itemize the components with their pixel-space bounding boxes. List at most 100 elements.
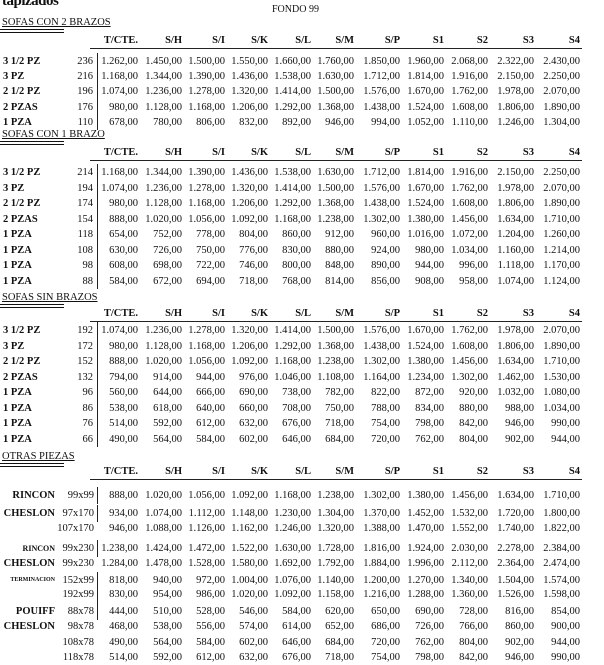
row-size: 132 <box>77 371 93 383</box>
price-cell: 842,00 <box>459 418 488 429</box>
price-cell: 2.068,00 <box>451 56 488 67</box>
price-cell: 1.344,00 <box>145 71 182 82</box>
price-cell: 1.236,00 <box>145 325 182 336</box>
price-cell: 1.126,00 <box>188 523 225 534</box>
row-label: RINCON <box>12 490 55 501</box>
column-header: S/I <box>212 308 225 319</box>
price-cell: 1.340,00 <box>451 575 488 586</box>
price-cell: 914,00 <box>153 371 182 383</box>
price-cell: 1.302,00 <box>451 371 488 383</box>
price-cell: 798,00 <box>415 418 444 429</box>
price-cell: 1.822,00 <box>543 523 580 534</box>
row-label: 1 PZA <box>3 244 32 256</box>
price-cell: 1.368,00 <box>317 340 354 352</box>
price-cell: 848,00 <box>325 260 354 271</box>
column-header: S3 <box>522 466 534 477</box>
price-cell: 1.170,00 <box>543 260 580 271</box>
price-cell: 972,00 <box>196 575 225 586</box>
price-cell: 1.380,00 <box>407 490 444 501</box>
price-cell: 1.500,00 <box>317 182 354 194</box>
price-cell: 708,00 <box>282 402 311 414</box>
row-size: 88x78 <box>67 606 94 617</box>
row-label: 1 PZA <box>3 402 32 414</box>
price-cell: 1.380,00 <box>407 213 444 225</box>
price-cell: 1.162,00 <box>231 523 268 534</box>
price-cell: 1.206,00 <box>231 102 268 113</box>
price-cell: 902,00 <box>505 433 534 445</box>
price-cell: 1.168,00 <box>101 71 138 82</box>
price-cell: 1.712,00 <box>363 167 400 178</box>
price-cell: 1.670,00 <box>407 182 444 194</box>
price-cell: 924,00 <box>371 244 400 256</box>
price-cell: 1.344,00 <box>145 167 182 178</box>
price-cell: 776,00 <box>239 244 268 256</box>
price-cell: 834,00 <box>415 402 444 414</box>
price-cell: 444,00 <box>109 606 138 617</box>
price-cell: 946,00 <box>505 418 534 429</box>
price-cell: 1.200,00 <box>363 575 400 586</box>
price-cell: 1.800,00 <box>543 508 580 519</box>
price-cell: 1.414,00 <box>274 182 311 194</box>
column-header: S/I <box>212 466 225 477</box>
price-cell: 1.004,00 <box>231 575 268 586</box>
column-header: S/L <box>295 147 311 158</box>
price-cell: 890,00 <box>371 260 400 271</box>
price-cell: 718,00 <box>325 418 354 429</box>
price-cell: 1.388,00 <box>363 523 400 534</box>
price-cell: 2.030,00 <box>451 543 488 554</box>
price-cell: 946,00 <box>505 652 534 663</box>
price-cell: 1.710,00 <box>543 213 580 225</box>
price-cell: 1.884,00 <box>363 558 400 569</box>
price-cell: 1.056,00 <box>188 490 225 501</box>
price-cell: 1.692,00 <box>274 558 311 569</box>
price-cell: 1.634,00 <box>497 490 534 501</box>
price-cell: 2.474,00 <box>543 558 580 569</box>
price-cell: 1.792,00 <box>317 558 354 569</box>
row-size: 216 <box>77 71 93 82</box>
price-cell: 1.288,00 <box>407 589 444 600</box>
row-size: 154 <box>77 213 93 225</box>
price-cell: 1.850,00 <box>363 56 400 67</box>
column-header: S4 <box>568 147 580 158</box>
price-cell: 900,00 <box>551 621 580 632</box>
fondo-label: FONDO 99 <box>272 4 319 15</box>
price-cell: 754,00 <box>371 652 400 663</box>
price-cell: 720,00 <box>371 637 400 648</box>
price-cell: 592,00 <box>153 652 182 663</box>
price-cell: 1.526,00 <box>497 589 534 600</box>
price-cell: 1.270,00 <box>407 575 444 586</box>
price-cell: 1.088,00 <box>145 523 182 534</box>
price-cell: 1.278,00 <box>188 325 225 336</box>
price-cell: 584,00 <box>196 637 225 648</box>
price-cell: 1.238,00 <box>101 543 138 554</box>
price-cell: 1.390,00 <box>188 71 225 82</box>
price-cell: 1.538,00 <box>274 167 311 178</box>
price-cell: 1.158,00 <box>317 589 354 600</box>
price-cell: 612,00 <box>196 418 225 429</box>
row-label: CHESLON <box>3 621 55 632</box>
price-cell: 608,00 <box>109 260 138 271</box>
price-cell: 752,00 <box>153 229 182 240</box>
price-cell: 640,00 <box>196 402 225 414</box>
column-header: S3 <box>522 35 534 46</box>
row-label: POUIFF <box>15 606 55 617</box>
row-size: 76 <box>82 418 94 429</box>
price-cell: 1.148,00 <box>231 508 268 519</box>
price-cell: 678,00 <box>109 117 138 128</box>
price-cell: 1.292,00 <box>274 340 311 352</box>
price-cell: 1.712,00 <box>363 71 400 82</box>
price-cell: 1.368,00 <box>317 102 354 113</box>
price-cell: 560,00 <box>109 387 138 398</box>
price-cell: 1.140,00 <box>317 575 354 586</box>
price-cell: 788,00 <box>371 402 400 414</box>
price-cell: 1.092,00 <box>231 490 268 501</box>
price-cell: 1.462,00 <box>497 371 534 383</box>
price-cell: 1.262,00 <box>101 56 138 67</box>
price-cell: 1.500,00 <box>188 56 225 67</box>
price-cell: 1.118,00 <box>497 260 534 271</box>
price-cell: 1.368,00 <box>317 198 354 209</box>
price-cell: 994,00 <box>371 117 400 128</box>
price-cell: 584,00 <box>282 606 311 617</box>
price-cell: 602,00 <box>239 433 268 445</box>
price-cell: 1.052,00 <box>407 117 444 128</box>
